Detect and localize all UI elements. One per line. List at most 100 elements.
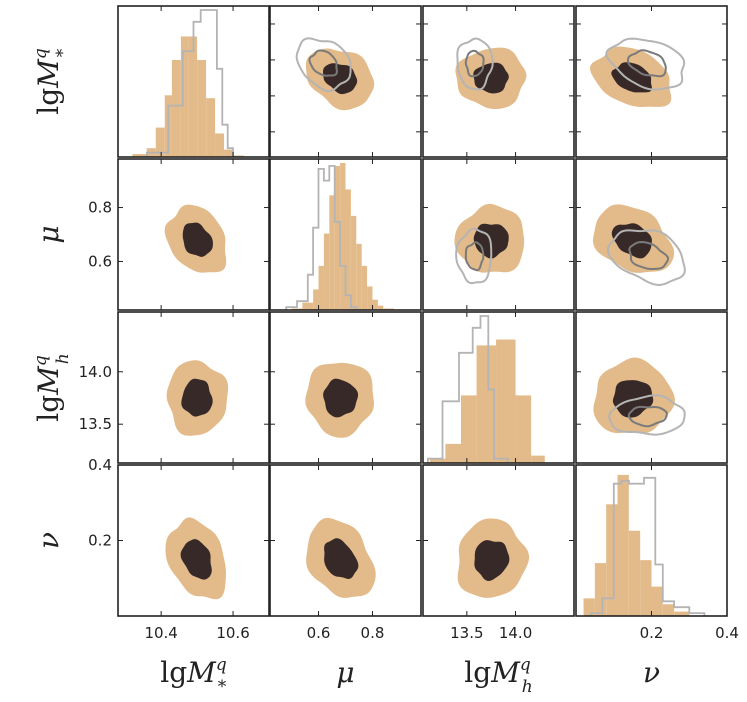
y-axis-label: lgMq h xyxy=(31,353,73,421)
comparison-histogram-step xyxy=(427,315,509,463)
panel-frame xyxy=(269,5,422,158)
comparison-contour-1sigma xyxy=(627,405,668,428)
hist-bar xyxy=(323,233,330,310)
contour-1sigma xyxy=(181,378,213,417)
hist-bar xyxy=(356,243,362,310)
panel-row-3-col-3 xyxy=(583,474,706,616)
hist-bar xyxy=(188,36,198,157)
hist-bar xyxy=(515,395,532,463)
hist-bar xyxy=(155,127,165,157)
hist-bar xyxy=(345,189,351,310)
y-tick-label: 0.8 xyxy=(88,199,112,217)
panel-row-3-col-2 xyxy=(457,518,530,598)
panel-row-3-col-0 xyxy=(165,517,226,600)
x-tick-label: 0.8 xyxy=(361,624,385,642)
x-axis-label: ν xyxy=(643,656,660,689)
hist-bar xyxy=(377,305,384,310)
hist-bar xyxy=(617,474,629,616)
hist-bar xyxy=(367,286,373,310)
contour-1sigma xyxy=(324,538,359,579)
y-axis-label: lgMq * xyxy=(31,48,73,115)
comparison-contour-2sigma xyxy=(608,394,686,436)
contour-1sigma xyxy=(474,540,510,581)
hist-bar xyxy=(445,443,461,463)
hist-bar xyxy=(350,215,357,310)
comparison-contour-1sigma xyxy=(464,241,485,272)
comparison-contour-2sigma xyxy=(605,37,686,91)
comparison-contour-2sigma xyxy=(295,37,352,93)
x-tick-label: 0.6 xyxy=(307,624,331,642)
comparison-contour-1sigma xyxy=(627,49,667,78)
x-axis-label: lgMq h xyxy=(464,655,532,697)
comparison-contour-1sigma xyxy=(308,49,338,77)
contour-1sigma xyxy=(182,222,213,257)
y-axis-label: ν xyxy=(32,532,65,549)
hist-bar xyxy=(496,339,516,463)
y-tick-label: 0.2 xyxy=(88,532,112,550)
x-tick-label: 10.6 xyxy=(216,624,249,642)
hist-bar xyxy=(460,395,477,463)
hist-bar xyxy=(594,563,607,616)
comparison-contour-1sigma xyxy=(628,240,669,270)
x-tick-label: 10.4 xyxy=(144,624,177,642)
x-axis-label: μ xyxy=(336,656,354,689)
contour-1sigma xyxy=(323,378,359,418)
contour-1sigma xyxy=(323,63,358,95)
hist-bar xyxy=(340,163,346,310)
panel-row-2-col-1 xyxy=(305,362,374,438)
panel-row-2-col-3 xyxy=(593,357,686,436)
hist-bar xyxy=(171,59,181,157)
panel-row-1-col-0 xyxy=(164,204,227,273)
panel-frame xyxy=(117,311,270,464)
x-tick-label: 0.4 xyxy=(715,624,739,642)
hist-bar xyxy=(640,560,652,616)
hist-bar xyxy=(224,149,234,157)
x-tick-label: 14.0 xyxy=(499,624,532,642)
panel-row-2-col-2 xyxy=(427,315,545,463)
panel-row-1-col-2 xyxy=(454,203,525,285)
hist-bar xyxy=(329,195,335,310)
hist-bar xyxy=(215,133,225,157)
panel-row-1-col-3 xyxy=(592,204,686,286)
panel-frame xyxy=(117,5,270,158)
panel-frame xyxy=(422,5,575,158)
hist-bar xyxy=(531,455,545,463)
contour-1sigma xyxy=(180,539,212,580)
comparison-contour-1sigma xyxy=(464,49,485,78)
hist-bar xyxy=(318,265,324,310)
comparison-histogram-step xyxy=(145,9,244,157)
hist-bar xyxy=(302,302,314,310)
hist-bar xyxy=(197,59,207,157)
panel-frame xyxy=(269,311,422,464)
hist-bar xyxy=(674,611,690,616)
x-axis-label: lgMq * xyxy=(160,655,227,697)
hist-bar xyxy=(429,458,446,463)
hist-bar xyxy=(334,165,341,310)
panel-row-3-col-1 xyxy=(306,518,376,598)
panel-row-1-col-1 xyxy=(285,163,395,310)
y-tick-label: 0.6 xyxy=(88,252,112,270)
hist-bar xyxy=(180,36,189,157)
y-axis-label: μ xyxy=(32,225,65,243)
panel-frame xyxy=(269,158,422,311)
hist-bar xyxy=(662,604,675,616)
y-tick-label: 14.0 xyxy=(79,363,112,381)
panel-frame xyxy=(117,158,270,311)
comparison-contour-2sigma xyxy=(606,229,686,286)
comparison-histogram-step xyxy=(590,476,706,616)
panel-row-0-col-3 xyxy=(590,37,686,107)
hist-bar xyxy=(313,289,319,310)
hist-bar xyxy=(628,530,641,616)
panel-row-0-col-2 xyxy=(455,37,527,109)
x-tick-label: 13.5 xyxy=(450,624,483,642)
panel-frame xyxy=(422,311,575,464)
hist-bar xyxy=(361,265,368,310)
comparison-histogram-step xyxy=(285,165,368,310)
comparison-contour-2sigma xyxy=(455,227,493,285)
x-tick-label: 0.2 xyxy=(640,624,664,642)
hist-bar xyxy=(583,598,595,616)
y-tick-label: 0.4 xyxy=(88,456,112,474)
hist-bar xyxy=(372,299,378,310)
comparison-contour-2sigma xyxy=(456,37,494,91)
